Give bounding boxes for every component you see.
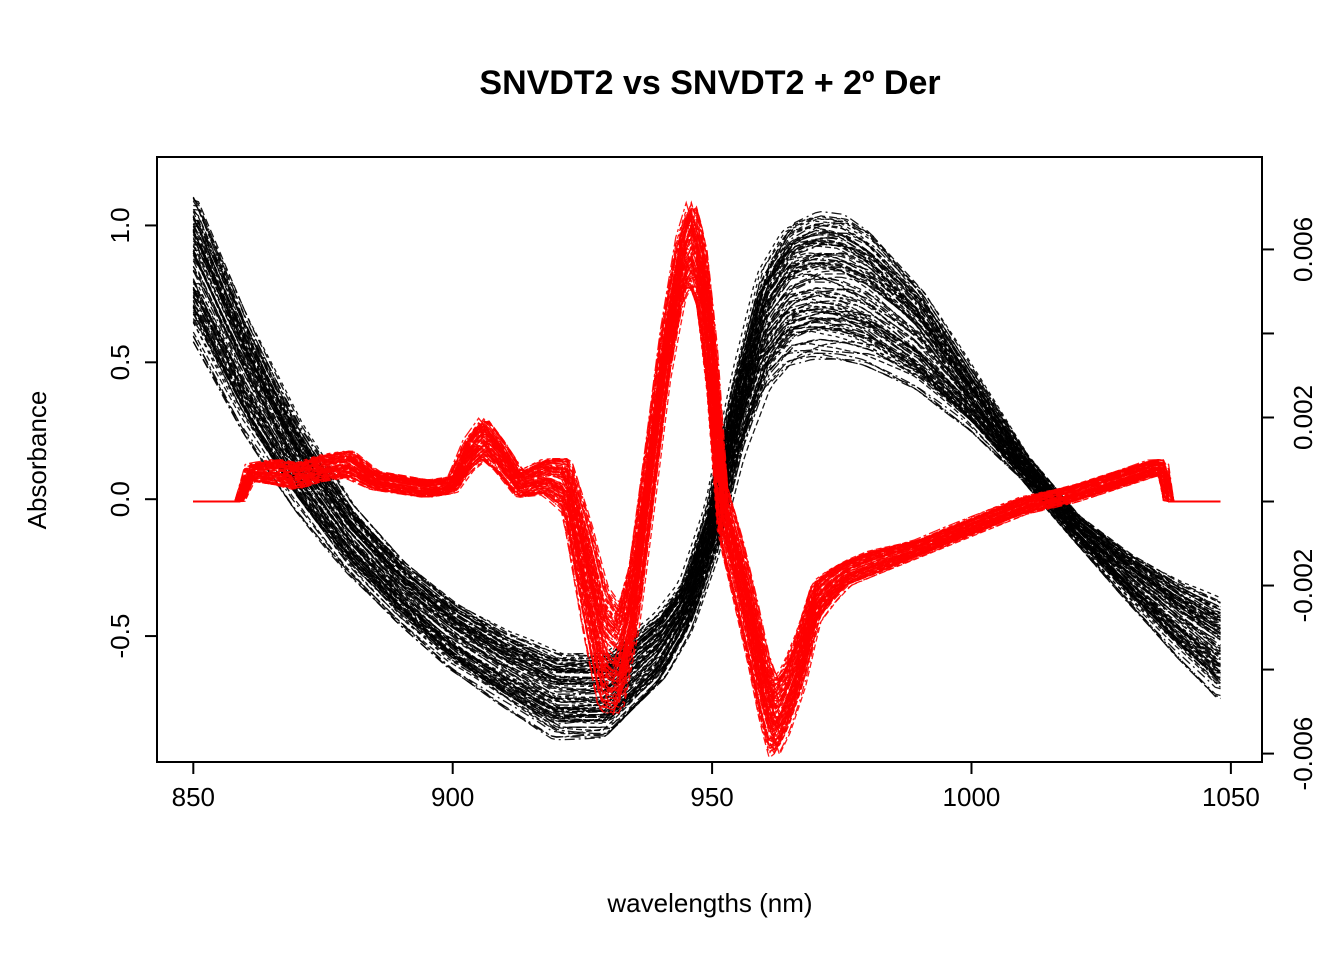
black-spectrum-line bbox=[192, 317, 1221, 719]
x-tick-label: 1000 bbox=[943, 782, 1001, 812]
y-tick-label: 0.0 bbox=[105, 481, 135, 517]
black-spectrum-line bbox=[192, 240, 1221, 682]
y2-tick-label: 0.006 bbox=[1288, 217, 1318, 282]
chart-title: SNVDT2 vs SNVDT2 + 2º Der bbox=[479, 64, 940, 102]
x-tick-label: 1050 bbox=[1202, 782, 1260, 812]
black-spectrum-line bbox=[192, 223, 1221, 671]
red-spectrum-line bbox=[193, 208, 1221, 699]
red-spectrum-line bbox=[193, 270, 1221, 746]
red-spectrum-line bbox=[193, 280, 1221, 757]
red-spectrum-line bbox=[193, 283, 1221, 744]
black-spectrum-line bbox=[193, 208, 1221, 667]
red-spectrum-line bbox=[193, 209, 1221, 685]
black-spectrum-line bbox=[193, 204, 1221, 659]
y2-tick-label: -0.002 bbox=[1288, 549, 1318, 623]
red-spectrum-line bbox=[193, 232, 1221, 713]
y-tick-label: 0.5 bbox=[105, 344, 135, 380]
x-tick-label: 850 bbox=[172, 782, 215, 812]
y-axis-right: -0.006 -0.002 0.002 0.006 bbox=[1261, 157, 1318, 791]
y-axis-label: Absorbance bbox=[22, 391, 52, 530]
red-spectrum-line bbox=[193, 261, 1221, 737]
x-tick-label: 950 bbox=[690, 782, 733, 812]
black-spectrum-line bbox=[192, 331, 1221, 732]
x-axis-label: wavelengths (nm) bbox=[606, 888, 812, 918]
y-tick-label: -0.5 bbox=[105, 614, 135, 659]
black-spectrum-line bbox=[192, 341, 1221, 737]
black-spectrum-line bbox=[192, 341, 1221, 738]
black-spectrum-line bbox=[193, 319, 1221, 729]
red-spectrum-line bbox=[193, 242, 1221, 719]
y2-tick-label: 0.002 bbox=[1288, 385, 1318, 450]
y2-tick-label: -0.006 bbox=[1288, 717, 1318, 791]
red-spectra-group bbox=[193, 200, 1221, 760]
y-tick-label: 1.0 bbox=[105, 207, 135, 243]
red-spectrum-line bbox=[193, 205, 1221, 683]
y-axis-left: -0.5 0.0 0.5 1.0 bbox=[105, 207, 158, 659]
black-spectrum-line bbox=[192, 299, 1221, 714]
black-spectrum-line bbox=[192, 230, 1221, 672]
x-axis: 850 900 950 1000 1050 bbox=[172, 761, 1260, 812]
black-spectrum-line bbox=[192, 234, 1221, 685]
red-spectrum-line bbox=[193, 207, 1221, 682]
x-tick-label: 900 bbox=[431, 782, 474, 812]
black-spectrum-line bbox=[192, 211, 1221, 662]
red-spectrum-line bbox=[193, 280, 1221, 747]
